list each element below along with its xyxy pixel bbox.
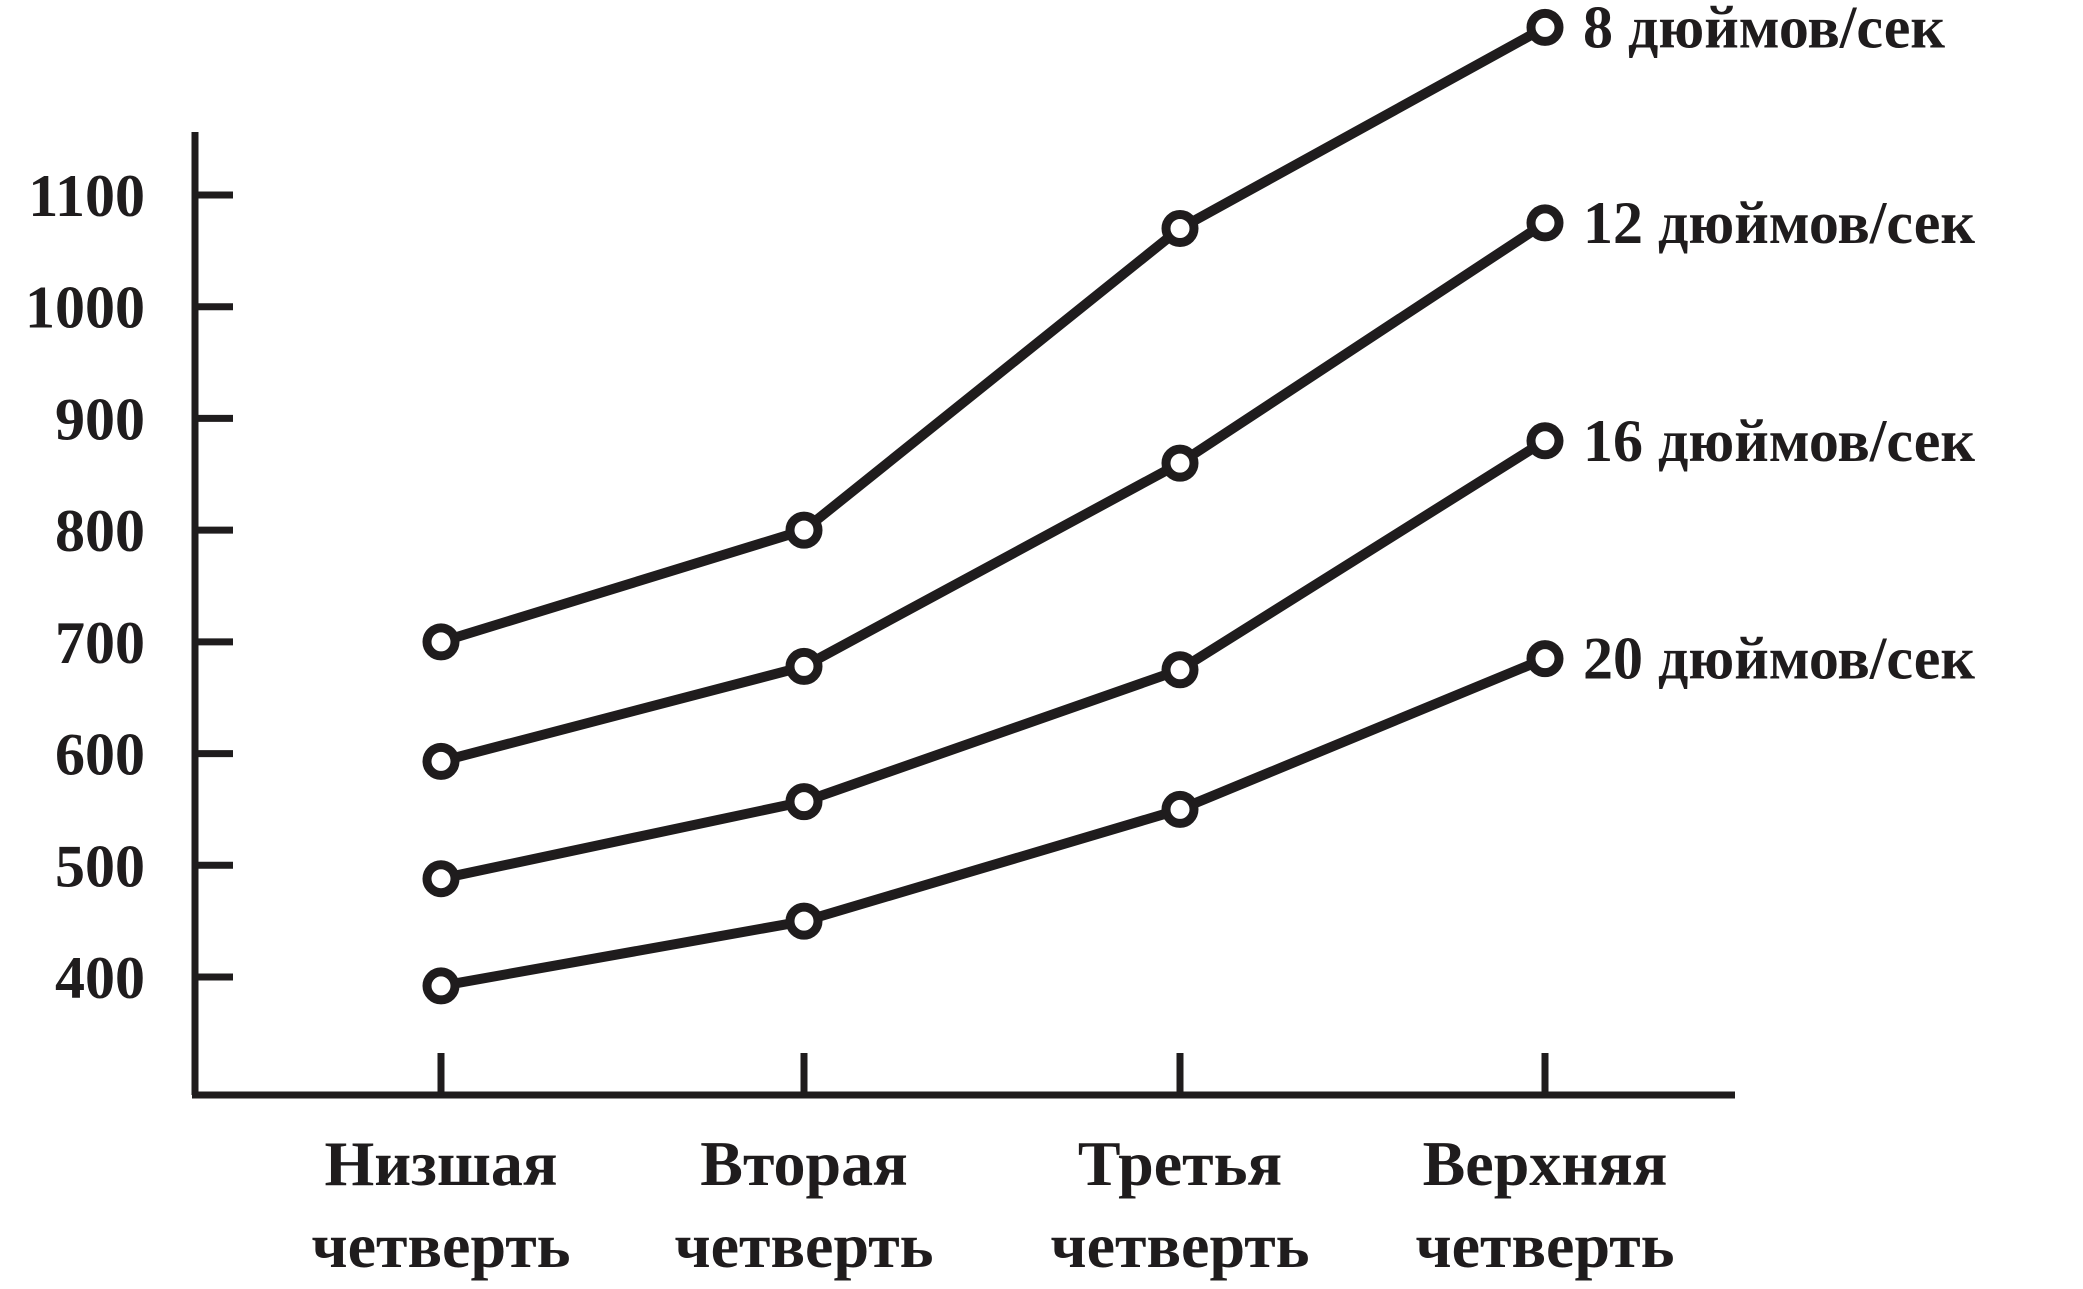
- data-point: [1526, 8, 1564, 46]
- x-category-label: четверть: [312, 1210, 571, 1281]
- x-category-label: Третья: [1078, 1128, 1282, 1199]
- data-point: [1526, 422, 1564, 460]
- x-axis-ticks: Низшая четверть Вторая четверть Третья четвер…: [312, 1053, 1675, 1281]
- series-label: 12 дюймов/сек: [1583, 190, 1975, 256]
- x-category-label: четверть: [1051, 1210, 1310, 1281]
- x-category-label: четверть: [675, 1210, 934, 1281]
- y-axis-ticks: 400 500 600 700 800 900 1000 1100: [25, 163, 233, 1011]
- data-point: [422, 623, 460, 661]
- axes: [191, 132, 1735, 1099]
- data-point: [422, 967, 460, 1005]
- data-point: [1161, 651, 1199, 689]
- data-point: [1161, 790, 1199, 828]
- x-category-label: Низшая: [324, 1128, 557, 1199]
- y-tick-label: 900: [55, 386, 145, 452]
- series-label: 8 дюймов/сек: [1583, 0, 1945, 60]
- series-3: 16 дюймов/сек: [422, 408, 1975, 898]
- y-tick-label: 800: [55, 498, 145, 564]
- series-line: [440, 653, 1547, 991]
- y-tick-label: 500: [55, 833, 145, 899]
- x-category-label: Вторая: [700, 1128, 908, 1199]
- data-point: [785, 511, 823, 549]
- series-2: 12 дюймов/сек: [422, 190, 1975, 780]
- series-line: [439, 23, 1548, 647]
- series-group: 8 дюймов/сек 12 дюймов/сек 16 дюймов/сек 20…: [422, 0, 1975, 1005]
- series-label: 20 дюймов/сек: [1583, 626, 1975, 692]
- data-point: [1526, 640, 1564, 678]
- data-point: [1526, 204, 1564, 242]
- data-point: [422, 860, 460, 898]
- data-point: [785, 902, 823, 940]
- x-category-label: четверть: [1416, 1210, 1675, 1281]
- series-line: [439, 436, 1548, 884]
- series-line: [439, 218, 1548, 767]
- data-point: [1161, 210, 1199, 248]
- y-tick-label: 600: [55, 722, 145, 788]
- data-point: [422, 742, 460, 780]
- data-point: [1161, 444, 1199, 482]
- series-4: 20 дюймов/сек: [422, 626, 1975, 1005]
- data-point: [785, 647, 823, 685]
- y-tick-label: 700: [55, 610, 145, 676]
- series-1: 8 дюймов/сек: [422, 0, 1945, 661]
- series-label: 16 дюймов/сек: [1583, 408, 1975, 474]
- data-point: [785, 783, 823, 821]
- y-tick-label: 400: [55, 945, 145, 1011]
- x-category-label: Верхняя: [1423, 1128, 1668, 1199]
- y-tick-label: 1000: [25, 275, 145, 341]
- y-tick-label: 1100: [28, 163, 145, 229]
